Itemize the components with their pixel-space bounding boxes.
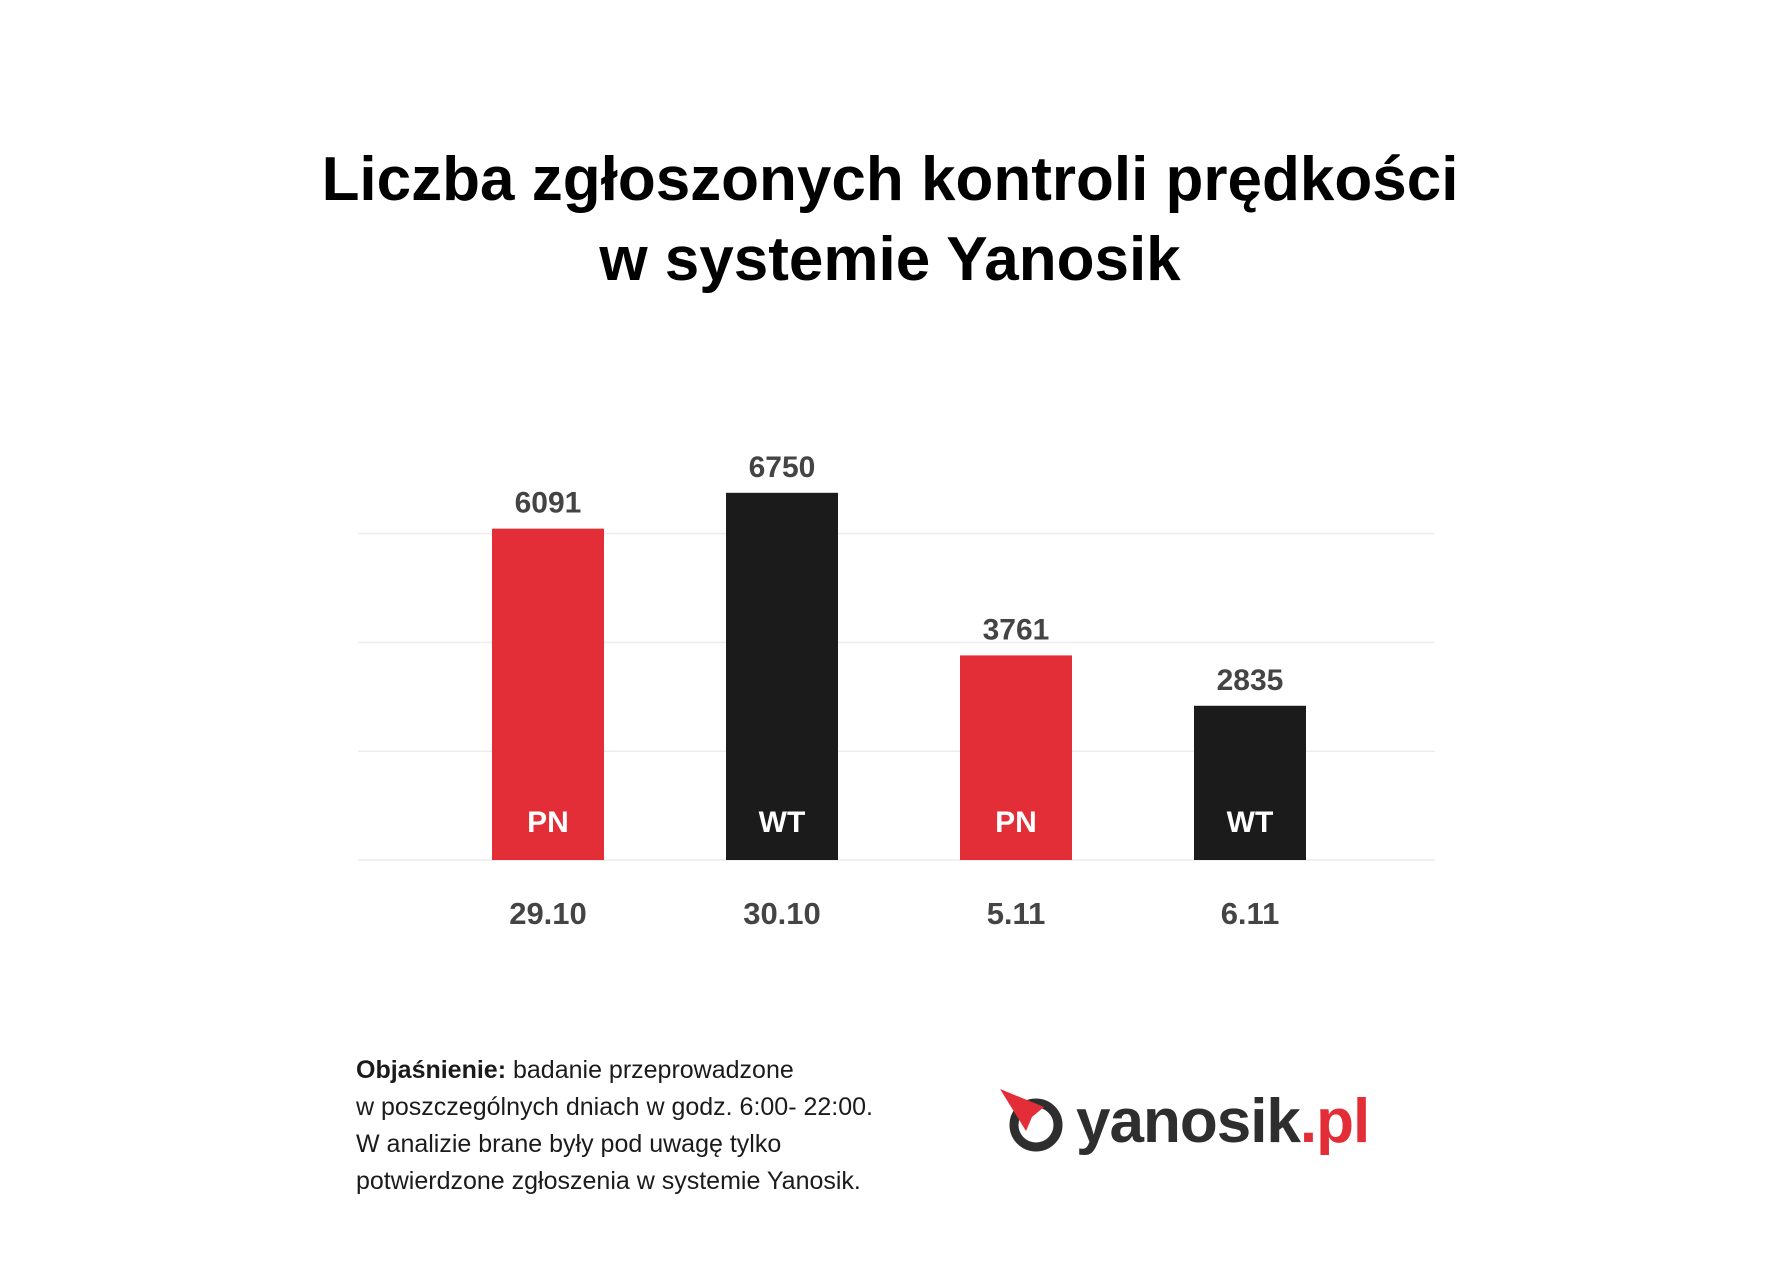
bar — [726, 492, 838, 860]
bar — [960, 655, 1072, 860]
logo-text: yanosik.pl — [1076, 1086, 1370, 1157]
yanosik-compass-icon — [1000, 1089, 1063, 1152]
x-tick-label: 6.11 — [1221, 896, 1280, 931]
logo-tld: .pl — [1299, 1086, 1370, 1156]
note-line-2: w poszczególnych dniach w godz. 6:00- 22… — [356, 1093, 873, 1121]
note-line-3: W analizie brane były pod uwagę tylko — [356, 1130, 782, 1158]
note-line-1: badanie przeprowadzone — [506, 1056, 794, 1084]
chart-title: Liczba zgłoszonych kontroli prędkości w … — [0, 140, 1780, 300]
x-tick-label: 29.10 — [509, 896, 587, 931]
data-label: 6750 — [749, 451, 816, 484]
x-tick-label: 5.11 — [987, 896, 1046, 931]
bar-inner-label: WT — [1227, 806, 1274, 839]
yanosik-logo: yanosik.pl — [998, 1086, 1370, 1157]
bar-inner-label: WT — [759, 806, 806, 839]
note-line-4: potwierdzone zgłoszenia w systemie Yanos… — [356, 1167, 861, 1195]
explanation-note: Objaśnienie: badanie przeprowadzone w po… — [356, 1052, 976, 1200]
data-label: 2835 — [1217, 664, 1284, 697]
bar-chart: 6091 PN 29.10 6750 WT 30.10 3761 PN 5.11 2835 WT 6.… — [358, 451, 1435, 931]
note-lead: Objaśnienie: — [356, 1056, 507, 1084]
data-label: 3761 — [983, 613, 1050, 646]
bar-inner-label: PN — [995, 806, 1037, 839]
bar — [1194, 705, 1306, 860]
logo-name: yanosik — [1076, 1086, 1301, 1156]
bar — [492, 528, 604, 860]
chart-title-line-2: w systemie Yanosik — [599, 225, 1181, 294]
x-tick-label: 30.10 — [743, 896, 821, 931]
data-label: 6091 — [515, 487, 582, 520]
chart-title-line-1: Liczba zgłoszonych kontroli prędkości — [321, 145, 1459, 214]
bar-inner-label: PN — [527, 806, 569, 839]
